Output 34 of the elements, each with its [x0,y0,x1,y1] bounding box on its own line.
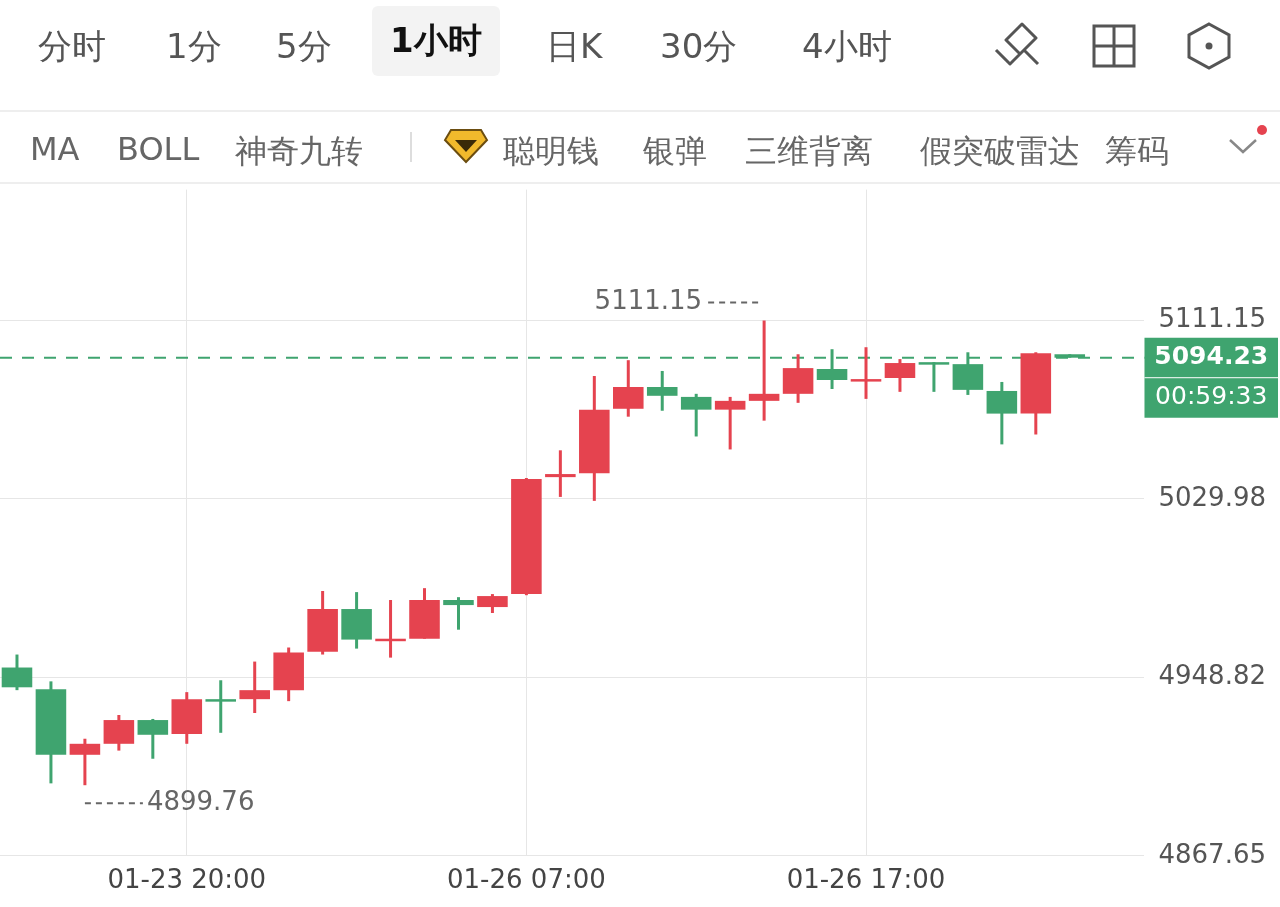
text: 假突破雷达 [920,131,1080,172]
text: 日K [546,25,603,68]
x-tick-label: 01-26 17:00 [786,864,946,895]
ref-line-label: 5094.23 00:59:33 [1154,341,1269,411]
text: 1分 [166,25,222,68]
candlestick [850,347,882,399]
x-tick-label: 01-23 20:00 [107,864,267,895]
candlestick [714,395,746,450]
y-tick-label: 4867.65 [1158,838,1267,869]
text: 聪明钱 [503,131,599,172]
text: 30分 [660,25,738,68]
text: BOLL [117,130,200,168]
y-tick-label: 4948.82 [1158,660,1267,691]
text: 银弹 [643,131,707,172]
candlestick [205,680,237,733]
text: 神奇九转 [235,131,363,172]
candlestick [748,320,780,421]
y-tick-label: 5111.15 [1158,303,1267,334]
candlestick [918,362,950,392]
text: 5分 [276,25,332,68]
text: 三维背离 [745,131,873,172]
annotation: 4899.76 [146,785,255,816]
text: 分时 [38,25,106,68]
candlestick [443,597,474,630]
x-tick-label: 01-26 07:00 [447,864,606,895]
text: 筹码 [1105,131,1169,172]
candlestick [646,369,678,411]
text: 1小时 [372,6,500,76]
text: 4小时 [802,25,892,68]
candlestick [816,349,848,389]
annotation: 5111.15 [594,285,703,316]
candlestick [545,450,576,497]
text: MA [30,130,80,168]
y-tick-label: 5029.98 [1158,481,1267,512]
